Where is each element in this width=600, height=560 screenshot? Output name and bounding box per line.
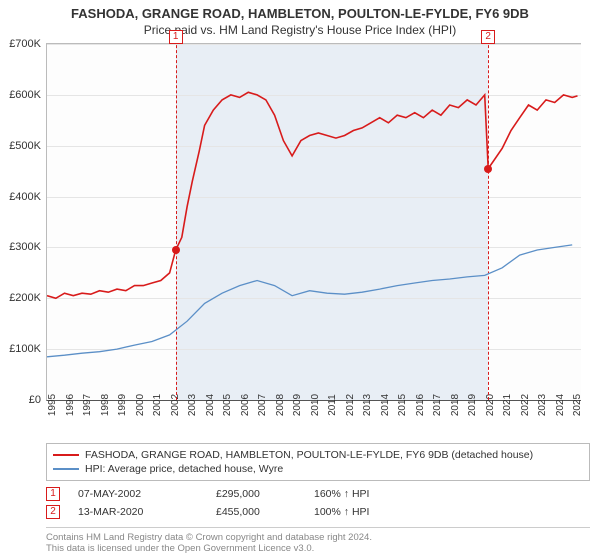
legend-row: HPI: Average price, detached house, Wyre bbox=[53, 462, 583, 476]
sale-pct: 160% ↑ HPI bbox=[314, 488, 414, 500]
sale-marker-box: 2 bbox=[481, 30, 495, 44]
y-tick-label: £0 bbox=[0, 394, 41, 406]
series-hpi bbox=[47, 245, 572, 357]
legend-swatch bbox=[53, 468, 79, 470]
sale-marker-box: 1 bbox=[169, 30, 183, 44]
sale-row: 2 13-MAR-2020 £455,000 100% ↑ HPI bbox=[46, 503, 590, 521]
sale-number-box: 2 bbox=[46, 505, 60, 519]
sale-date: 13-MAR-2020 bbox=[78, 506, 198, 518]
plot-area: £0£100K£200K£300K£400K£500K£600K£700K199… bbox=[46, 43, 581, 401]
footer-line: This data is licensed under the Open Gov… bbox=[46, 543, 590, 554]
sale-date: 07-MAY-2002 bbox=[78, 488, 198, 500]
legend: FASHODA, GRANGE ROAD, HAMBLETON, POULTON… bbox=[46, 443, 590, 481]
footer-line: Contains HM Land Registry data © Crown c… bbox=[46, 532, 590, 543]
y-tick-label: £200K bbox=[0, 292, 41, 304]
sale-pct: 100% ↑ HPI bbox=[314, 506, 414, 518]
legend-label: HPI: Average price, detached house, Wyre bbox=[85, 463, 283, 475]
sale-row: 1 07-MAY-2002 £295,000 160% ↑ HPI bbox=[46, 485, 590, 503]
sale-price: £295,000 bbox=[216, 488, 296, 500]
footer: Contains HM Land Registry data © Crown c… bbox=[46, 527, 590, 554]
y-tick-label: £300K bbox=[0, 241, 41, 253]
legend-swatch bbox=[53, 454, 79, 456]
y-tick-label: £700K bbox=[0, 38, 41, 50]
series-price_paid bbox=[47, 92, 578, 298]
sale-price: £455,000 bbox=[216, 506, 296, 518]
y-tick-label: £600K bbox=[0, 89, 41, 101]
chart-container: FASHODA, GRANGE ROAD, HAMBLETON, POULTON… bbox=[0, 0, 600, 560]
sales-table: 1 07-MAY-2002 £295,000 160% ↑ HPI 2 13-MAR-20… bbox=[46, 485, 590, 521]
y-tick-label: £400K bbox=[0, 191, 41, 203]
legend-label: FASHODA, GRANGE ROAD, HAMBLETON, POULTON… bbox=[85, 449, 533, 461]
titles: FASHODA, GRANGE ROAD, HAMBLETON, POULTON… bbox=[0, 0, 600, 39]
chart-subtitle: Price paid vs. HM Land Registry's House … bbox=[8, 21, 592, 37]
y-tick-label: £100K bbox=[0, 343, 41, 355]
legend-row: FASHODA, GRANGE ROAD, HAMBLETON, POULTON… bbox=[53, 448, 583, 462]
chart-title: FASHODA, GRANGE ROAD, HAMBLETON, POULTON… bbox=[8, 6, 592, 21]
sale-number-box: 1 bbox=[46, 487, 60, 501]
y-tick-label: £500K bbox=[0, 140, 41, 152]
